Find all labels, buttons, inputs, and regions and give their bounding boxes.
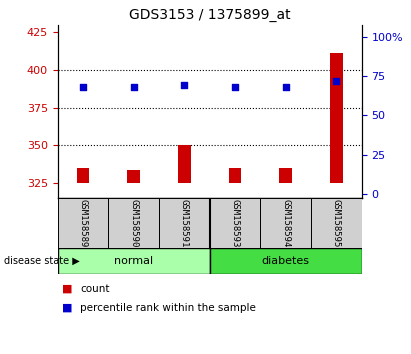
Text: ■: ■ (62, 303, 72, 313)
Point (282, 84, 289, 90)
Point (181, 82, 187, 88)
Text: GSM158590: GSM158590 (129, 199, 138, 247)
Text: GSM158593: GSM158593 (231, 199, 240, 247)
Bar (210, 198, 260, 248)
Point (130, 84, 137, 90)
Text: diabetes: diabetes (262, 256, 309, 266)
Bar (279, 168, 292, 183)
Text: normal: normal (114, 256, 153, 266)
Text: GSM158589: GSM158589 (79, 199, 88, 247)
Bar (210, 248, 362, 274)
Bar (159, 198, 210, 248)
Text: ■: ■ (62, 284, 72, 293)
Text: count: count (80, 284, 110, 293)
Bar (178, 145, 191, 183)
Bar (127, 170, 140, 183)
Bar (108, 198, 159, 248)
Bar (229, 168, 241, 183)
Text: GSM158595: GSM158595 (332, 199, 341, 247)
Bar (330, 53, 343, 183)
Bar (76, 168, 89, 183)
Text: GSM158594: GSM158594 (281, 199, 290, 247)
Point (80, 84, 86, 90)
Text: percentile rank within the sample: percentile rank within the sample (80, 303, 256, 313)
Point (232, 84, 238, 90)
Text: disease state ▶: disease state ▶ (4, 256, 80, 266)
Bar (58, 248, 210, 274)
Title: GDS3153 / 1375899_at: GDS3153 / 1375899_at (129, 8, 291, 22)
Point (333, 78, 339, 84)
Bar (260, 198, 311, 248)
Text: GSM158591: GSM158591 (180, 199, 189, 247)
Bar (58, 198, 108, 248)
Bar (311, 198, 362, 248)
